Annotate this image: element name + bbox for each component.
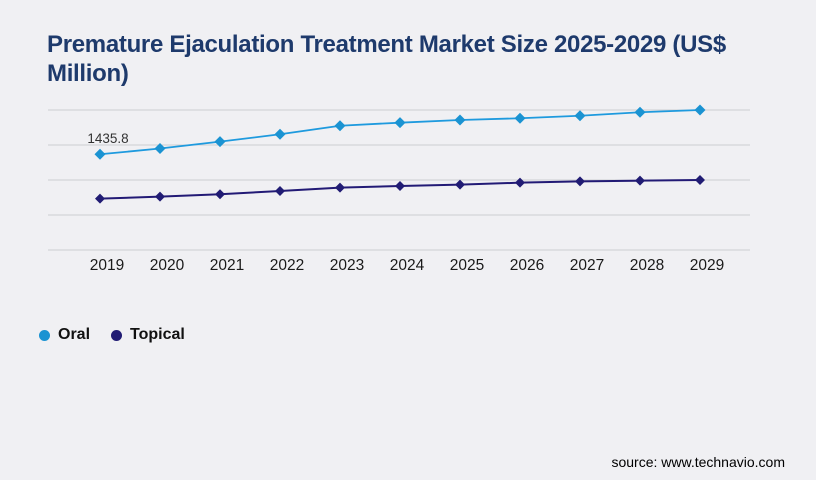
x-axis-label-2025: 2025 xyxy=(450,257,484,274)
x-axis-label-2027: 2027 xyxy=(570,257,604,274)
first-point-data-label: 1435.8 xyxy=(87,131,129,146)
oral-point-2019 xyxy=(94,148,106,160)
oral-point-2020 xyxy=(154,143,166,155)
topical-point-2027 xyxy=(575,176,585,187)
legend-label-topical: Topical xyxy=(130,326,185,343)
topical-series-dot-icon xyxy=(111,329,123,341)
x-axis-label-2019: 2019 xyxy=(90,257,124,274)
oral-point-2022 xyxy=(274,128,286,140)
topical-point-2021 xyxy=(215,189,225,200)
x-axis-label-2026: 2026 xyxy=(510,257,544,274)
x-axis-label-2023: 2023 xyxy=(330,257,364,274)
line-chart-plot-area: 2019 2020 2021 2022 2023 2024 2025 2026 2027 2028… xyxy=(48,104,750,274)
topical-point-2023 xyxy=(335,182,345,193)
oral-point-2026 xyxy=(514,112,526,124)
chart-title: Premature Ejaculation Treatment Market S… xyxy=(47,31,726,88)
oral-series-line xyxy=(99,109,701,156)
legend-item-oral: Oral xyxy=(39,326,90,344)
x-axis-label-2028: 2028 xyxy=(630,257,664,274)
x-axis-label-2021: 2021 xyxy=(210,257,244,274)
oral-point-2028 xyxy=(634,106,646,118)
x-axis-label-2029: 2029 xyxy=(690,257,724,274)
x-axis-label-2020: 2020 xyxy=(150,257,185,274)
topical-point-2026 xyxy=(515,177,525,188)
x-axis-label-2022: 2022 xyxy=(270,257,304,274)
chart-legend: Oral Topical xyxy=(39,326,185,344)
x-axis-label-2024: 2024 xyxy=(390,257,425,274)
topical-point-2029 xyxy=(695,175,705,185)
legend-label-oral: Oral xyxy=(58,326,91,343)
topical-point-2028 xyxy=(635,175,645,186)
legend-item-topical: Topical xyxy=(111,326,185,344)
source-attribution: source: www.technavio.com xyxy=(611,454,785,470)
oral-point-2024 xyxy=(394,117,406,129)
topical-point-2025 xyxy=(455,179,465,190)
oral-point-2029 xyxy=(694,104,706,116)
oral-point-2025 xyxy=(454,114,466,126)
topical-point-2024 xyxy=(395,181,405,191)
topical-point-2022 xyxy=(275,186,285,196)
topical-point-2020 xyxy=(155,191,165,202)
topical-point-2019 xyxy=(95,193,105,204)
oral-point-2023 xyxy=(334,120,346,132)
oral-point-2027 xyxy=(574,110,586,122)
oral-series-dot-icon xyxy=(39,329,50,341)
oral-point-2021 xyxy=(214,136,226,148)
